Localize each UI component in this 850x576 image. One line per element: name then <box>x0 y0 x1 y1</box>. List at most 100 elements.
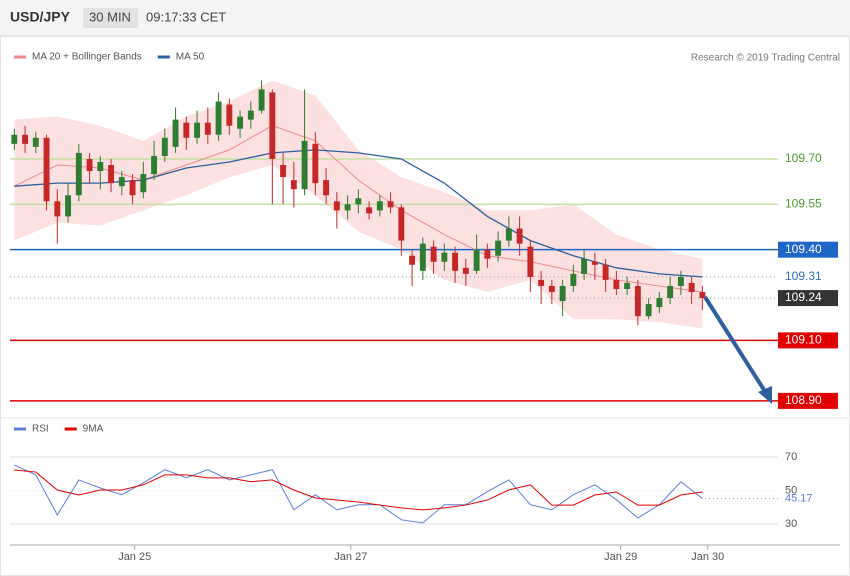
candle-body <box>570 273 577 286</box>
candle-body <box>344 204 351 211</box>
candle-body <box>602 264 609 280</box>
candle-body <box>323 180 330 196</box>
candle-body <box>548 285 555 293</box>
candle-body <box>366 207 373 214</box>
legend-label: MA 50 <box>176 52 205 63</box>
price-level-label: 109.10 <box>785 333 822 347</box>
legend-label: MA 20 + Bollinger Bands <box>32 52 142 63</box>
candle-body <box>312 143 319 184</box>
candle-body <box>97 161 104 172</box>
candle-body <box>290 180 297 190</box>
candle-body <box>151 155 158 175</box>
indicator-line <box>14 125 703 293</box>
candle-body <box>301 140 308 190</box>
legend-label: 9MA <box>83 424 104 435</box>
x-tick-label: Jan 30 <box>691 551 724 563</box>
candle-body <box>247 110 254 120</box>
y-tick-label: 70 <box>785 451 797 463</box>
symbol: USD/JPY <box>10 9 71 25</box>
candle-body <box>634 285 641 317</box>
candle-body <box>194 122 201 138</box>
header-bar <box>0 0 850 36</box>
candle-body <box>280 165 287 178</box>
price-level-label: 109.70 <box>785 151 822 165</box>
candle-body <box>581 258 588 274</box>
last-value-label: 45.17 <box>785 492 813 504</box>
candle-body <box>129 180 136 196</box>
candle-body <box>161 137 168 156</box>
candle-body <box>516 228 523 244</box>
credit: Research © 2019 Trading Central <box>691 53 840 64</box>
price-level-label: 109.40 <box>785 242 822 256</box>
candle-body <box>333 201 340 211</box>
x-tick-label: Jan 25 <box>118 551 151 563</box>
x-tick-label: Jan 27 <box>334 551 367 563</box>
interval: 30 MIN <box>89 9 131 24</box>
price-level-label: 108.90 <box>785 393 822 407</box>
candle-body <box>624 282 631 289</box>
candle-body <box>183 122 190 138</box>
candle-body <box>688 282 695 293</box>
price-level-box <box>778 241 838 258</box>
candle-body <box>645 304 652 317</box>
x-tick-label: Jan 29 <box>604 551 637 563</box>
rsi-line <box>14 469 703 511</box>
candle-body <box>667 285 674 299</box>
price-level-label: 109.24 <box>785 290 822 304</box>
candle-body <box>538 279 545 286</box>
candle-body <box>505 228 512 241</box>
candle-body <box>237 116 244 129</box>
candle-body <box>559 285 566 302</box>
candle-body <box>452 252 459 271</box>
candle-body <box>527 246 534 277</box>
candle-body <box>65 195 72 217</box>
forecast-arrow-head <box>758 386 772 404</box>
time: 09:17:33 CET <box>146 9 226 24</box>
candle-body <box>11 134 18 144</box>
price-level-box <box>778 332 838 349</box>
candle-body <box>613 279 620 289</box>
price-level-label: 109.55 <box>785 196 822 210</box>
candle-body <box>484 249 491 259</box>
candle-body <box>54 201 61 217</box>
price-level-box <box>778 392 838 409</box>
candle-body <box>462 267 469 274</box>
candle-body <box>43 137 50 202</box>
candle-body <box>376 201 383 211</box>
candle-body <box>226 104 233 126</box>
candle-body <box>140 174 147 193</box>
candle-body <box>258 89 265 111</box>
candle-body <box>699 292 706 299</box>
candle-body <box>32 137 39 147</box>
candle-body <box>215 101 222 135</box>
candle-body <box>677 276 684 286</box>
forecast-arrow <box>703 295 768 395</box>
candle-body <box>387 201 394 208</box>
candle-body <box>398 207 405 241</box>
candle-body <box>118 177 125 187</box>
candle-body <box>419 243 426 271</box>
rsi-line <box>14 464 703 524</box>
candle-body <box>656 298 663 308</box>
candle-body <box>22 134 29 144</box>
legend-label: RSI <box>32 424 49 435</box>
candle-body <box>355 198 362 205</box>
candle-body <box>441 252 448 262</box>
candle-body <box>86 158 93 172</box>
candle-body <box>409 255 416 265</box>
candle-body <box>75 152 82 196</box>
candle-body <box>172 119 179 147</box>
candle-body <box>269 92 276 159</box>
y-tick-label: 30 <box>785 518 797 530</box>
y-tick-label: 50 <box>785 484 797 496</box>
interval-box <box>83 8 138 28</box>
indicator-line <box>14 149 703 278</box>
candle-body <box>430 246 437 262</box>
candle-body <box>495 240 502 256</box>
candle-body <box>473 249 480 271</box>
price-level-box <box>778 290 838 307</box>
frame <box>0 36 850 576</box>
candle-body <box>204 122 211 135</box>
candle-body <box>591 261 598 265</box>
